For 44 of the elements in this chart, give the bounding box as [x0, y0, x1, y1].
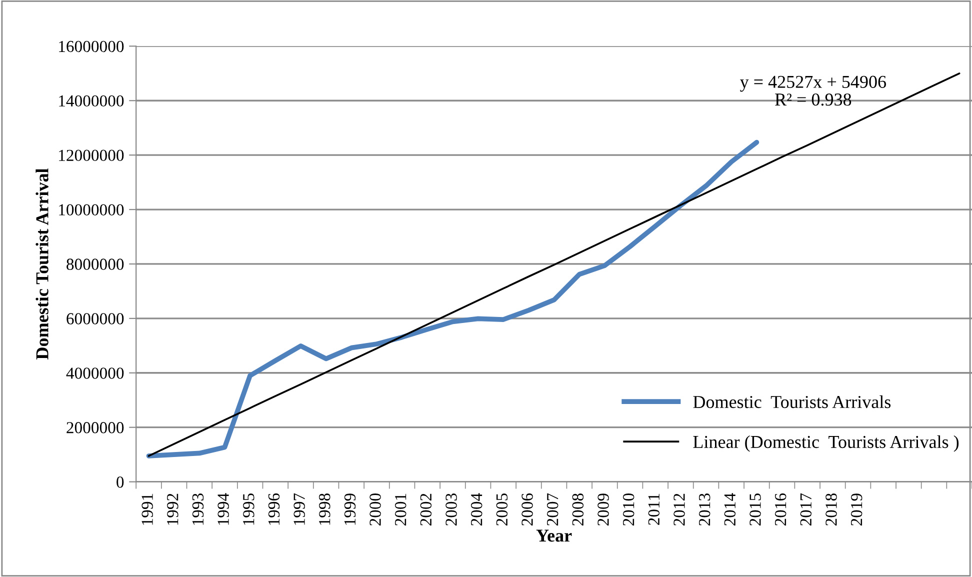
x-tick-label: 2005 [496, 494, 508, 526]
x-tick-label: 1999 [344, 494, 356, 525]
y-tick-label: 10000000 [59, 204, 124, 216]
y-tick-label: 14000000 [59, 95, 124, 107]
x-tick-label: 1993 [192, 494, 204, 525]
y-tick-label: 12000000 [59, 150, 124, 162]
annotation: y = 42527x + 54906 R² = 0.938 [740, 76, 886, 106]
x-tick-label: 2014 [724, 493, 736, 526]
line-series [148, 72, 960, 457]
x-tick-label: 2001 [394, 494, 406, 526]
x-tick-label: 1996 [268, 493, 280, 525]
x-tick-label: 2009 [598, 494, 609, 526]
x-tick-label: 1994 [218, 493, 229, 525]
x-tick-label: 2000 [370, 494, 381, 526]
x-tick-label: 2008 [572, 494, 584, 526]
x-tick-label: 2012 [674, 494, 685, 526]
x-tick-label: 2002 [420, 494, 432, 526]
x-tick-label: 2011 [648, 494, 660, 525]
y-tick-label: 16000000 [59, 40, 124, 52]
x-tick-label: 2010 [622, 494, 634, 526]
y-tick-label: 0 [116, 476, 124, 488]
x-tick-label: 2006 [522, 493, 533, 526]
x-tick-label: 1997 [294, 493, 305, 525]
legend-label: Linear (Domestic Tourists Arrivals ) [693, 435, 959, 452]
x-axis-title: Year [536, 530, 572, 542]
x-tick-label: 2019 [850, 494, 862, 526]
y-tick-label: 4000000 [66, 368, 124, 379]
x-tick-label: 1995 [243, 494, 254, 525]
x-tick-label: 2016 [774, 493, 786, 526]
y-tick-label: 2000000 [66, 422, 124, 434]
x-tick-label: 2015 [750, 494, 761, 526]
y-tick-label: 6000000 [66, 313, 124, 324]
y-tick-label: 8000000 [66, 258, 124, 270]
x-tick-label: 2018 [826, 494, 837, 526]
x-tick-label: 2004 [470, 493, 482, 526]
legend-label: Domestic Tourists Arrivals [693, 395, 891, 408]
x-tick-label: 2017 [800, 493, 812, 526]
x-tick-label: 2003 [446, 494, 457, 526]
x-tick-label: 1998 [318, 494, 330, 525]
x-tick-label: 1991 [142, 494, 153, 525]
x-tick-label: 1992 [167, 494, 178, 525]
y-axis-title: Domestic Tourist Arrival [36, 168, 48, 360]
x-tick-label: 2007 [546, 493, 558, 526]
x-tick-label: 2013 [698, 494, 710, 526]
